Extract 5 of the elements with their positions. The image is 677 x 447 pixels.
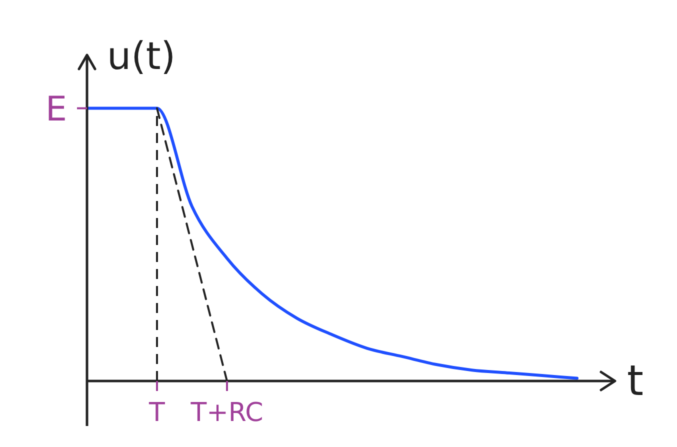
y-axis-title: u(t)	[107, 34, 176, 78]
x-axis-title: t	[627, 356, 644, 405]
text: E	[46, 89, 67, 130]
x-tick-label: T	[148, 398, 166, 428]
x-tick-label: T+RC	[190, 398, 264, 428]
